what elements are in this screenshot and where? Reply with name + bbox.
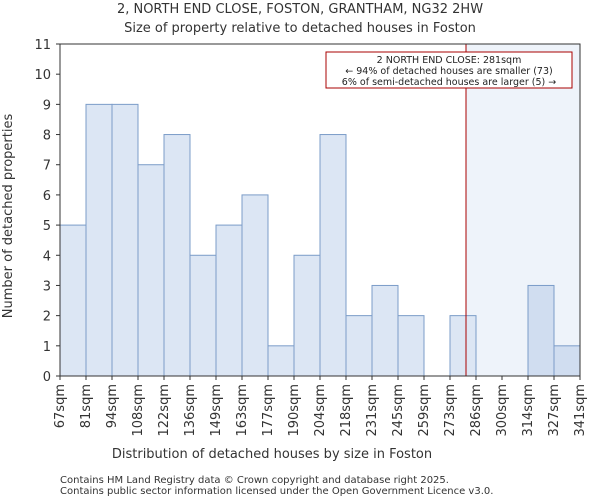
bars-group xyxy=(59,103,581,377)
footer-line-1: Contains HM Land Registry data © Crown c… xyxy=(60,475,449,486)
x-axis-ticks: 67sqm 81sqm 94sqm 108sqm 122sqm 136sqm 149sqm 1… xyxy=(53,376,588,437)
x-tick-label: 327sqm xyxy=(547,384,562,437)
x-tick-label: 259sqm xyxy=(417,384,432,437)
chart-title: 2, NORTH END CLOSE, FOSTON, GRANTHAM, NG… xyxy=(117,2,483,17)
x-tick-label: 122sqm xyxy=(157,384,172,437)
bar-94sqm xyxy=(111,103,139,377)
bar-231sqm xyxy=(371,284,399,377)
bar-149sqm xyxy=(215,224,243,377)
y-tick-label: 6 xyxy=(43,189,51,204)
x-tick-label: 94sqm xyxy=(105,384,120,428)
y-tick-label: 2 xyxy=(43,310,51,325)
y-tick-label: 10 xyxy=(34,68,51,83)
chart-subtitle: Size of property relative to detached ho… xyxy=(124,21,476,36)
x-axis-label: Distribution of detached houses by size … xyxy=(112,447,432,462)
x-tick-label: 136sqm xyxy=(183,384,198,437)
x-tick-label: 149sqm xyxy=(209,384,224,437)
annotation-line-2: ← 94% of detached houses are smaller (73… xyxy=(345,66,552,77)
y-tick-label: 5 xyxy=(43,219,51,234)
bar-136sqm xyxy=(189,254,217,377)
annotation-frame xyxy=(325,51,573,89)
x-tick-label: 177sqm xyxy=(261,384,276,437)
bar-314sqm xyxy=(527,284,555,377)
x-tick-label: 163sqm xyxy=(235,384,250,437)
bar-245sqm xyxy=(397,315,425,377)
x-tick-label: 245sqm xyxy=(391,384,406,437)
x-tick-label: 273sqm xyxy=(443,384,458,437)
x-tick-label: 218sqm xyxy=(339,384,354,437)
bar-327sqm xyxy=(553,345,581,377)
footer-line-2: Contains public sector information licen… xyxy=(60,486,493,497)
x-tick-label: 190sqm xyxy=(287,384,302,437)
bar-81sqm xyxy=(85,103,113,377)
x-tick-label: 204sqm xyxy=(313,384,328,437)
bar-67sqm xyxy=(59,224,87,377)
y-axis-ticks: 0 1 2 3 4 5 6 7 8 9 10 11 xyxy=(34,38,60,385)
x-tick-label: 341sqm xyxy=(573,384,588,437)
x-tick-label: 108sqm xyxy=(131,384,146,437)
x-tick-label: 300sqm xyxy=(495,384,510,437)
bar-190sqm xyxy=(293,254,321,377)
bar-218sqm xyxy=(345,315,373,377)
bar-204sqm xyxy=(319,134,347,377)
bar-273sqm xyxy=(449,315,477,377)
y-tick-label: 8 xyxy=(43,129,51,144)
larger-region-shade xyxy=(466,44,580,376)
bar-108sqm xyxy=(137,164,165,377)
x-tick-label: 81sqm xyxy=(79,384,94,428)
y-tick-label: 11 xyxy=(34,38,51,53)
y-axis-label: Number of detached properties xyxy=(1,114,16,319)
bar-122sqm xyxy=(163,134,191,377)
x-tick-label: 231sqm xyxy=(365,384,380,437)
y-tick-label: 0 xyxy=(43,370,51,385)
x-tick-label: 314sqm xyxy=(521,384,536,437)
y-tick-label: 1 xyxy=(43,340,51,355)
bar-163sqm xyxy=(241,194,269,377)
y-tick-label: 9 xyxy=(43,98,51,113)
y-tick-label: 3 xyxy=(43,279,51,294)
annotation-line-3: 6% of semi-detached houses are larger (5… xyxy=(342,77,556,88)
y-tick-label: 4 xyxy=(43,249,51,264)
annotation-box: 2 NORTH END CLOSE: 281sqm ← 94% of detac… xyxy=(325,51,573,89)
x-tick-label: 286sqm xyxy=(469,384,484,437)
annotation-line-1: 2 NORTH END CLOSE: 281sqm xyxy=(377,55,522,66)
x-tick-label: 67sqm xyxy=(53,384,68,428)
bar-177sqm xyxy=(267,345,295,377)
y-tick-label: 7 xyxy=(43,159,51,174)
